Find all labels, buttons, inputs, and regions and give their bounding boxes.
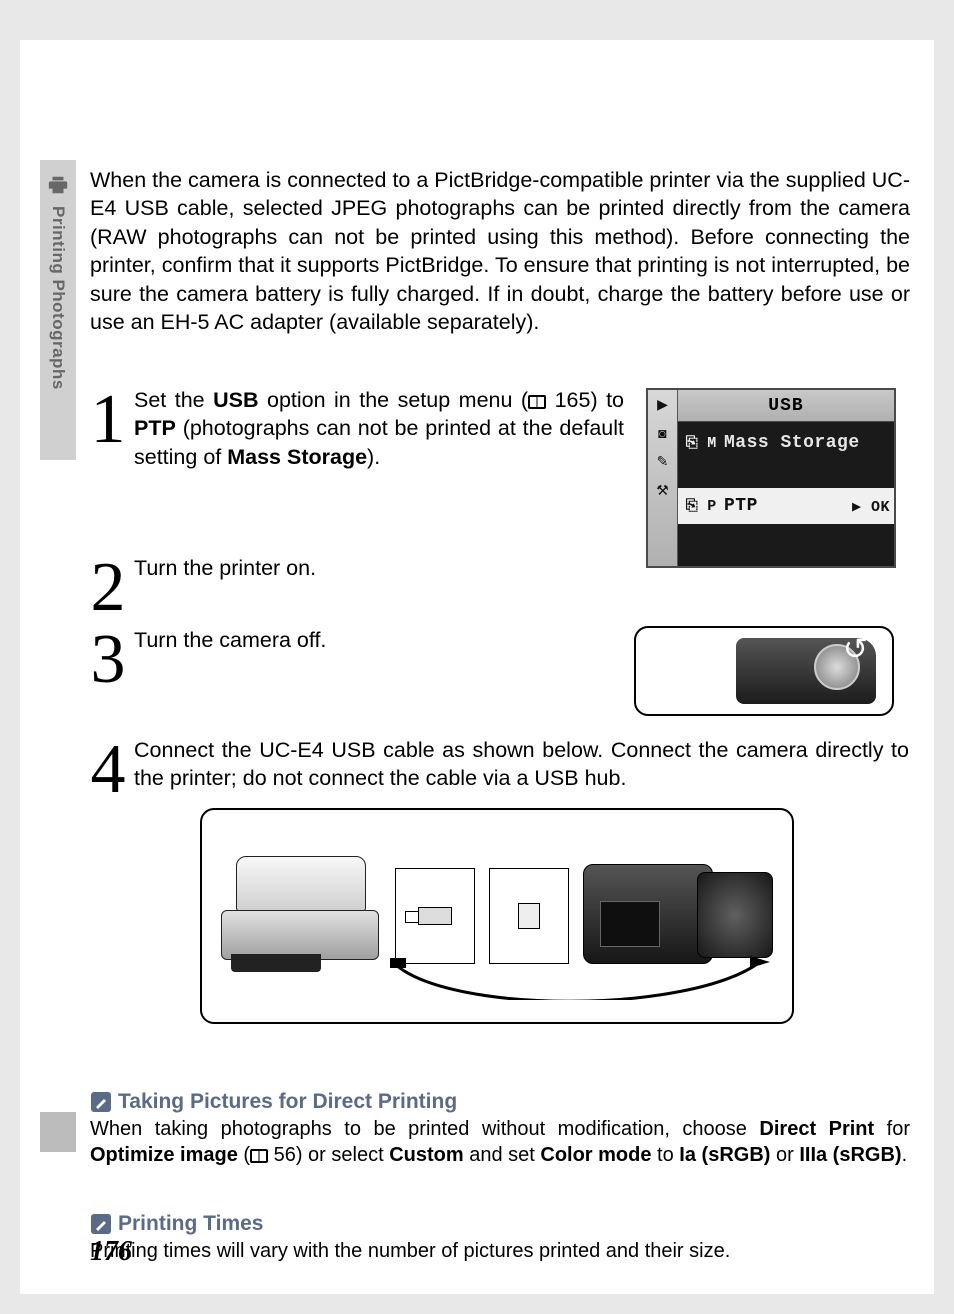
usb-a-icon: [418, 907, 452, 925]
letter-m: M: [704, 435, 720, 452]
page-number: 176: [90, 1236, 132, 1268]
t: ) to: [590, 388, 624, 412]
t: (: [238, 1144, 250, 1166]
b: IIIa (sRGB): [799, 1144, 901, 1166]
t: to: [652, 1144, 680, 1166]
note-title: Taking Pictures for Direct Printing: [90, 1090, 910, 1114]
b: Custom: [389, 1144, 463, 1166]
menu-left-icons: ▶ ◙ ✎ ⚒: [648, 390, 678, 566]
b: Color mode: [540, 1144, 651, 1166]
t: Set the: [134, 388, 213, 412]
step-number: 3: [90, 632, 126, 688]
play-icon: ▶: [657, 396, 668, 413]
step-3: 3 Turn the camera off.: [90, 626, 630, 688]
title-text: Printing Times: [118, 1212, 263, 1236]
camera-icon: ◙: [658, 425, 666, 441]
left-margin-stub: [40, 1112, 76, 1152]
usb-sym-icon: ⎘: [684, 434, 700, 452]
t: and set: [464, 1144, 541, 1166]
t: 165: [555, 388, 591, 412]
usb-bold: USB: [213, 388, 258, 412]
step-text: Turn the printer on.: [134, 554, 316, 582]
note-title: Printing Times: [90, 1212, 910, 1236]
usb-a-panel: [395, 868, 475, 964]
connection-illustration: [200, 808, 794, 1024]
t: or: [770, 1144, 799, 1166]
t: .: [902, 1144, 908, 1166]
sidebar-label: Printing Photographs: [48, 206, 68, 390]
usb-sym-icon: ⎘: [684, 497, 700, 515]
usb-mini-panel: [489, 868, 569, 964]
menu-title: USB: [678, 390, 894, 422]
step-number: 1: [90, 392, 126, 448]
menu-row-mass-storage: ⎘MMass Storage: [648, 422, 894, 464]
step-2: 2 Turn the printer on.: [90, 554, 630, 616]
rotate-arrow-icon: ↺: [843, 632, 868, 667]
b: Ia (sRGB): [679, 1144, 770, 1166]
pencil-icon: ✎: [657, 453, 669, 470]
book-icon: [528, 388, 546, 402]
step-text: Turn the camera off.: [134, 626, 326, 654]
note-body: Printing times will vary with the number…: [90, 1238, 910, 1264]
step-1: 1 Set the USB option in the setup menu (…: [90, 386, 630, 471]
label: PTP: [724, 496, 758, 516]
t: option in the setup menu (: [259, 388, 529, 412]
intro-paragraph: When the camera is connected to a PictBr…: [90, 166, 910, 336]
printer-shape: [221, 856, 381, 976]
note-printing-times: Printing Times Printing times will vary …: [90, 1212, 910, 1264]
t: for: [874, 1118, 910, 1140]
page: Printing Photographs When the camera is …: [20, 40, 934, 1294]
book-icon: [250, 1144, 268, 1158]
t: ) or select: [296, 1144, 389, 1166]
step-number: 4: [90, 742, 126, 798]
b: Optimize image: [90, 1144, 238, 1166]
camera-off-illustration: ↺: [634, 626, 894, 716]
connector-panels: [395, 868, 569, 964]
wrench-icon: ⚒: [656, 482, 669, 499]
t: ).: [367, 445, 380, 469]
camera-shape: ↺: [736, 638, 876, 704]
letter-p: P: [704, 498, 720, 515]
menu-row-ptp-selected: ⎘PPTP ▶ OK: [678, 488, 894, 524]
sidebar-tab: Printing Photographs: [40, 160, 76, 460]
pencil-icon: [90, 1213, 112, 1235]
ok-indicator: ▶ OK: [852, 497, 890, 516]
cable-line: [390, 954, 770, 1000]
usb-menu-screenshot: ▶ ◙ ✎ ⚒ USB ⎘MMass Storage ⎘PPTP ▶ OK: [646, 388, 896, 568]
step-text: Connect the UC-E4 USB cable as shown bel…: [134, 736, 909, 793]
mass-storage-bold: Mass Storage: [227, 445, 367, 469]
step-4: 4 Connect the UC-E4 USB cable as shown b…: [90, 736, 910, 798]
note-direct-print: Taking Pictures for Direct Printing When…: [90, 1090, 910, 1169]
title-text: Taking Pictures for Direct Printing: [118, 1090, 457, 1114]
ptp-bold: PTP: [134, 416, 176, 440]
label: Mass Storage: [724, 433, 860, 453]
usb-mini-icon: [518, 903, 540, 929]
step-text: Set the USB option in the setup menu ( 1…: [134, 386, 624, 471]
b: Direct Print: [759, 1118, 874, 1140]
step-number: 2: [90, 560, 126, 616]
note-body: When taking photographs to be printed wi…: [90, 1116, 910, 1169]
t: 56: [274, 1144, 296, 1166]
print-icon: [47, 174, 69, 196]
pencil-icon: [90, 1091, 112, 1113]
t: When taking photographs to be printed wi…: [90, 1118, 759, 1140]
